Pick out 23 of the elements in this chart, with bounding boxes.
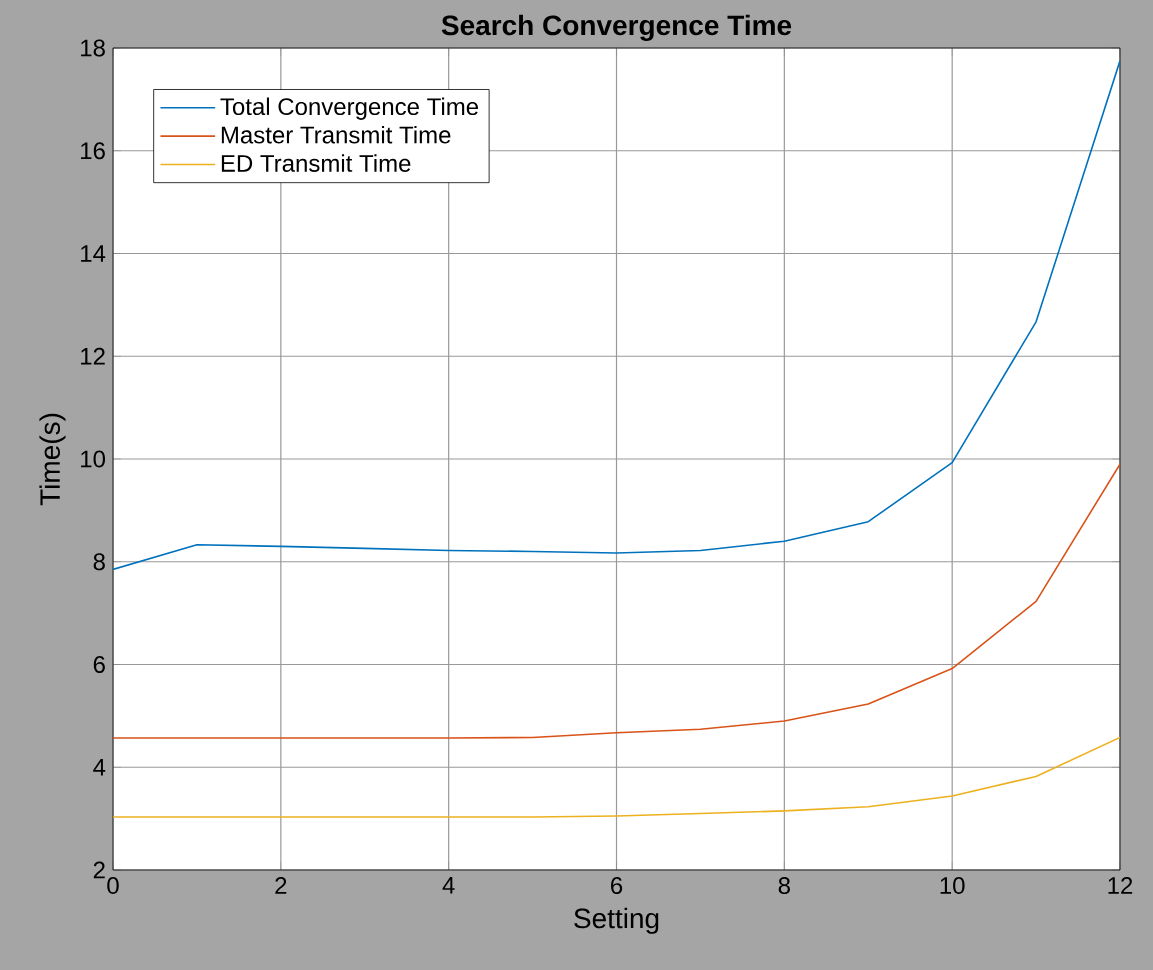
legend-label: Total Convergence Time [220,97,479,120]
x-tick-label: 4 [442,877,455,894]
x-tick-label: 8 [778,877,790,895]
y-tick-label: 8 [93,553,105,571]
x-tick-label: 0 [107,877,119,895]
x-axis-title: Setting [574,907,659,934]
y-tick-label: 12 [81,347,105,365]
y-tick-label: 14 [81,245,106,262]
y-tick-label: 6 [93,656,105,673]
y-tick-label: 2 [93,861,105,879]
chart-title: Search Convergence Time [441,14,792,41]
legend-label: ED Transmit Time [221,154,411,172]
y-tick-label: 16 [81,142,105,160]
y-tick-label: 18 [81,39,105,57]
y-axis-title: Time(s) [39,413,66,506]
x-tick-label: 6 [611,877,623,895]
x-tick-label: 12 [1108,877,1133,894]
x-tick-label: 10 [940,877,965,895]
line-series [113,60,1120,571]
y-tick-label: 10 [81,450,106,468]
x-tick-label: 2 [275,877,287,894]
y-tick-label: 4 [93,758,106,776]
legend-label: Master Transmit Time [221,125,451,144]
